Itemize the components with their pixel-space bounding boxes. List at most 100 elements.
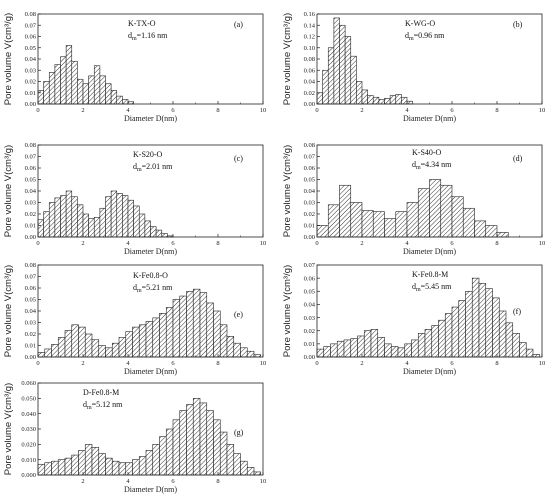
bar — [485, 288, 493, 358]
bar — [172, 299, 181, 358]
bar — [82, 213, 89, 238]
y-tick-label: 0.05 — [25, 45, 36, 52]
bar — [54, 64, 61, 105]
y-tick-label: 0.01 — [25, 343, 36, 350]
bar — [138, 456, 147, 476]
bar — [179, 410, 187, 476]
y-tick-label: 0.04 — [25, 56, 37, 63]
bar — [122, 195, 129, 238]
y-tick-label: 0.030 — [21, 426, 36, 433]
bar — [145, 321, 154, 358]
x-tick-label: 10 — [260, 107, 267, 114]
panel-label: (d) — [513, 154, 523, 163]
bar — [43, 81, 50, 105]
bar — [179, 295, 187, 358]
bar — [424, 329, 433, 358]
bar — [48, 72, 56, 105]
x-tick-label: 4 — [405, 360, 409, 367]
bar — [77, 78, 84, 105]
y-tick-label: 0.03 — [304, 200, 315, 207]
bar — [105, 196, 112, 238]
bar — [155, 229, 163, 238]
y-tick-label: 0.07 — [25, 154, 37, 161]
panel-e: 0 2 4 6 8 10 0.00 0.01 0.02 0.03 0.04 0.05 0.06 0.07 0… — [3, 262, 266, 376]
bar — [226, 335, 235, 358]
bar — [116, 95, 123, 105]
y-axis-label: Pore volume V(cm³/g) — [3, 383, 14, 475]
y-tick-label: 0.00 — [25, 354, 36, 361]
bar — [417, 333, 426, 358]
bar — [213, 419, 221, 476]
bar — [132, 459, 140, 476]
bar — [122, 99, 129, 105]
bar — [60, 56, 67, 105]
bar — [93, 217, 101, 238]
bar — [356, 81, 363, 105]
bar — [406, 100, 413, 105]
y-axis-label: Pore volume V(cm³/g) — [3, 145, 14, 237]
x-tick-label: 0 — [315, 360, 318, 367]
x-tick-label: 6 — [450, 240, 454, 247]
bar — [240, 347, 248, 358]
x-tick-label: 8 — [495, 240, 498, 247]
bar — [48, 202, 56, 238]
x-tick-label: 6 — [171, 240, 175, 247]
x-tick-label: 8 — [216, 360, 219, 367]
y-tick-label: 0.04 — [25, 308, 37, 315]
bar — [138, 213, 146, 238]
y-tick-label: 0.03 — [25, 200, 36, 207]
bar — [240, 460, 248, 476]
bar — [84, 444, 93, 476]
x-tick-label: 8 — [216, 107, 219, 114]
x-tick-label: 10 — [539, 107, 546, 114]
sample-name: K-TX-O — [128, 19, 156, 28]
bar — [172, 419, 181, 476]
bar — [118, 337, 127, 358]
bar — [496, 232, 509, 238]
bar — [105, 83, 112, 105]
bar — [111, 460, 120, 476]
bar — [116, 193, 123, 238]
bar — [192, 398, 201, 476]
bar — [343, 339, 352, 358]
bar — [161, 233, 168, 238]
bar — [57, 337, 66, 358]
bar — [51, 460, 59, 476]
mean-diameter-label: dm=2.01 nm — [133, 162, 173, 173]
bar — [339, 24, 346, 105]
bar — [133, 205, 140, 238]
bar — [71, 60, 78, 105]
bar — [186, 404, 194, 476]
y-tick-label: 0.08 — [25, 11, 36, 18]
bar — [372, 96, 380, 105]
bar — [406, 202, 419, 238]
bar — [316, 92, 323, 105]
y-tick-label: 0.07 — [304, 154, 316, 161]
bar — [165, 307, 174, 358]
bar — [206, 302, 214, 358]
bar — [110, 190, 118, 238]
bar — [384, 98, 391, 105]
bar — [395, 211, 408, 238]
y-tick-label: 0.00 — [304, 234, 315, 241]
bar — [99, 207, 106, 238]
sample-name: K-S20-O — [133, 150, 163, 159]
bar — [152, 317, 160, 358]
bar — [246, 467, 255, 476]
bar — [429, 179, 442, 238]
bar — [384, 343, 392, 358]
panel-f: 0 2 4 6 8 10 0.00 0.01 0.02 0.03 0.04 0.05 0.06 0.07 D… — [282, 262, 545, 376]
bar — [186, 291, 194, 358]
bar — [404, 343, 412, 358]
panel-label: (g) — [234, 428, 244, 437]
bar — [192, 288, 201, 358]
bar — [105, 457, 113, 476]
bar — [71, 196, 78, 238]
x-tick-label: 6 — [171, 478, 175, 485]
bar — [370, 329, 379, 358]
bar — [78, 326, 86, 358]
bar — [226, 444, 235, 476]
y-tick-label: 0.01 — [304, 223, 315, 230]
y-tick-label: 0.06 — [304, 165, 316, 172]
bar — [110, 90, 118, 105]
